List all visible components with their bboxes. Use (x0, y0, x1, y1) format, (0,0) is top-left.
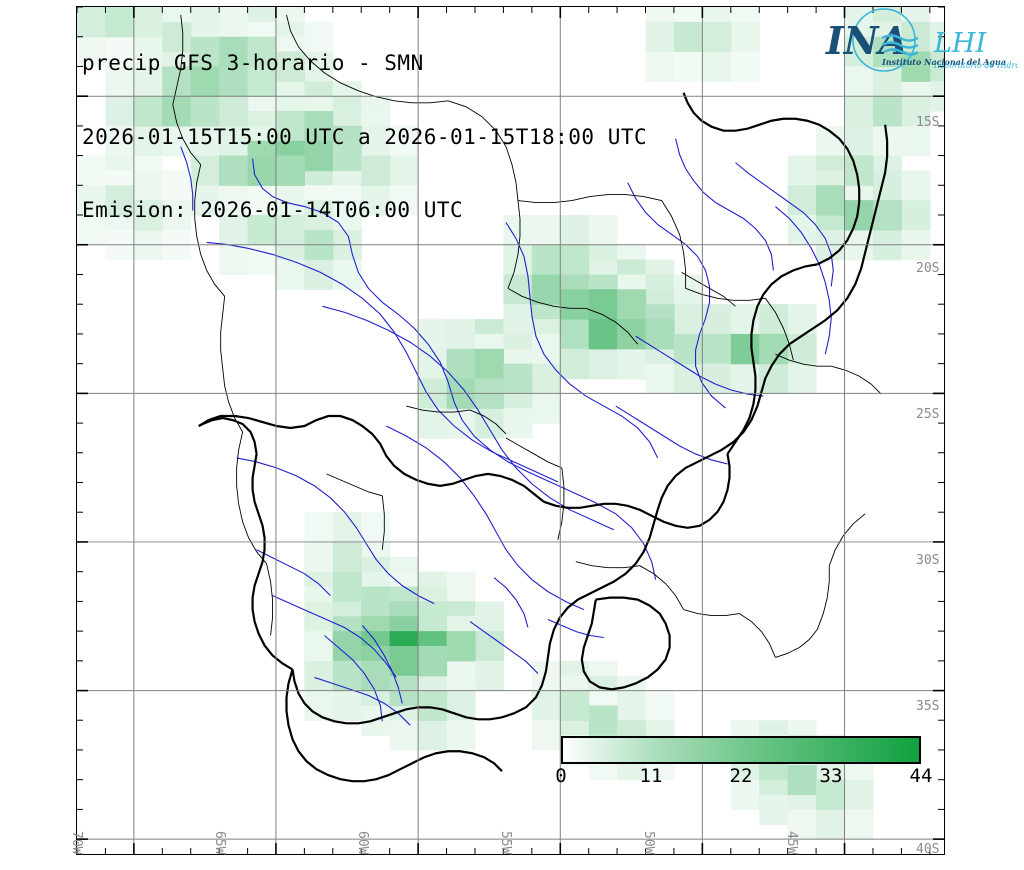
colorbar-tick-labels: 0 11 22 33 44 (555, 765, 932, 787)
lat-tick-label-25s: 25S (916, 407, 940, 422)
title-line-valid-time: 2026-01-15T15:00 UTC a 2026-01-15T18:00 … (82, 124, 648, 149)
lon-tick-label-50w: 50W (641, 831, 656, 855)
logo-lhi-text: LHI (933, 28, 987, 59)
map-plot-area (76, 6, 945, 855)
logo-lhi-subtitle: Laboratorio de Hidrologia (933, 61, 1018, 70)
logo-wave-icon (881, 34, 919, 56)
colorbar: 0 11 22 33 44 (555, 736, 932, 787)
lat-tick-label-15s: 15S (916, 115, 940, 130)
graticule-layer (77, 7, 944, 854)
lat-tick-label-20s: 20S (916, 261, 940, 276)
rivers (180, 138, 834, 726)
lon-tick-label-70w: 70W (69, 831, 84, 855)
colorbar-tick-0: 0 (555, 765, 567, 787)
colorbar-tick-22: 22 (729, 765, 753, 787)
figure-title: precip GFS 3-horario - SMN 2026-01-15T15… (82, 2, 647, 272)
lon-tick-label-45w: 45W (784, 831, 799, 855)
precipitation-raster (77, 7, 944, 840)
colorbar-tick-33: 33 (819, 765, 843, 787)
geography-layer (172, 14, 889, 783)
colorbar-gradient (561, 736, 921, 764)
lat-tick-label-30s: 30S (916, 553, 940, 568)
lat-tick-label-35s: 35S (916, 699, 940, 714)
title-line-variable: precip GFS 3-horario - SMN (82, 51, 424, 75)
lon-tick-label-55w: 55W (498, 831, 513, 855)
colorbar-tick-44: 44 (909, 765, 933, 787)
lon-tick-label-65w: 65W (212, 831, 227, 855)
logo-ina-subtitle: Instituto Nacional del Agua (881, 57, 1006, 67)
country-boundaries (198, 92, 889, 783)
ina-lhi-logo: INA Instituto Nacional del Agua LHI Labo… (825, 8, 1018, 72)
lat-tick-label-40s: 40S (916, 842, 940, 857)
lon-tick-label-60w: 60W (355, 831, 370, 855)
colorbar-tick-11: 11 (639, 765, 663, 787)
logo-ina-text: INA (825, 18, 908, 63)
title-line-emission: Emision: 2026-01-14T06:00 UTC (82, 198, 464, 222)
internal-boundaries (172, 14, 882, 658)
